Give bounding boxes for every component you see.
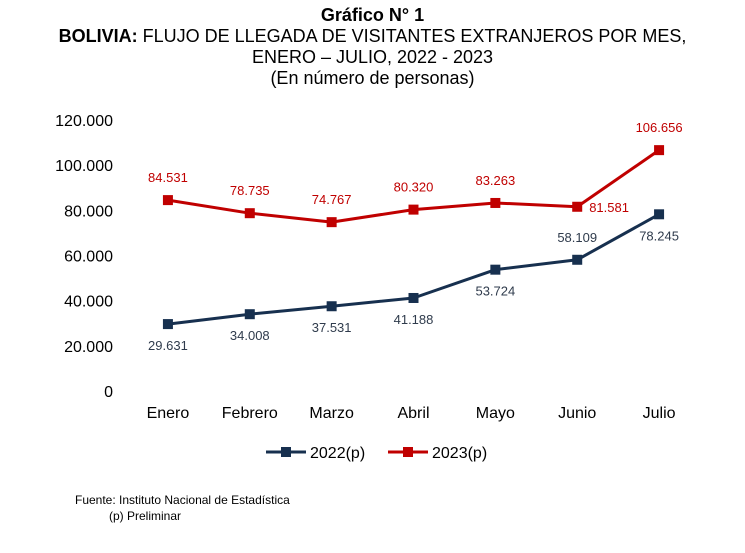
x-tick-label: Abril <box>397 405 429 422</box>
chart-titles: Gráfico N° 1 BOLIVIA: FLUJO DE LLEGADA D… <box>0 4 745 89</box>
legend-swatch-marker <box>403 447 413 457</box>
data-label: 74.767 <box>312 192 352 207</box>
data-point-marker <box>408 204 419 215</box>
data-label: 80.320 <box>394 180 434 195</box>
y-tick-label: 40.000 <box>64 294 113 311</box>
data-point-marker <box>244 208 255 219</box>
preliminary-note: (p) Preliminar <box>109 509 182 523</box>
x-tick-label: Julio <box>643 405 676 422</box>
data-point-marker <box>490 264 501 275</box>
x-axis: Enero Febrero Marzo Abril Mayo Junio Julio <box>147 405 676 422</box>
data-label: 78.735 <box>230 183 270 198</box>
y-tick-label: 0 <box>104 384 113 401</box>
x-tick-label: Febrero <box>222 405 278 422</box>
data-point-marker <box>326 217 337 228</box>
source-text: Fuente: Instituto Nacional de Estadístic… <box>75 493 290 507</box>
chart-number: Gráfico N° 1 <box>320 5 425 25</box>
data-label: 53.724 <box>475 284 515 299</box>
data-point-marker <box>408 292 419 303</box>
data-point-marker <box>490 197 501 208</box>
data-label: 81.581 <box>589 200 629 215</box>
y-tick-label: 120.000 <box>55 113 113 130</box>
title-subject: FLUJO DE LLEGADA DE VISITANTES EXTRANJER… <box>142 26 687 46</box>
chart-title: BOLIVIA: FLUJO DE LLEGADA DE VISITANTES … <box>0 26 745 47</box>
data-point-marker <box>326 301 337 312</box>
data-point-marker <box>162 195 173 206</box>
legend: 2022(p) 2023(p) <box>266 445 487 462</box>
source-note: Fuente: Instituto Nacional de Estadístic… <box>75 492 290 524</box>
chart-units: (En número de personas) <box>270 68 475 88</box>
data-point-marker <box>162 319 173 330</box>
y-tick-label: 60.000 <box>64 249 113 266</box>
x-tick-label: Junio <box>558 405 596 422</box>
data-point-marker <box>572 201 583 212</box>
data-label: 41.188 <box>394 312 434 327</box>
y-tick-label: 100.000 <box>55 158 113 175</box>
data-label: 78.245 <box>639 228 679 243</box>
x-tick-label: Marzo <box>309 405 354 422</box>
y-axis: 0 20.000 40.000 60.000 80.000 100.000 120.000 <box>55 113 113 401</box>
data-point-marker <box>654 145 665 156</box>
data-label: 106.656 <box>636 120 683 135</box>
data-point-marker <box>244 309 255 320</box>
legend-swatch-marker <box>281 447 291 457</box>
data-point-marker <box>572 254 583 265</box>
data-label: 37.531 <box>312 320 352 335</box>
data-label: 83.263 <box>475 173 515 188</box>
legend-label: 2023(p) <box>432 445 487 462</box>
data-label: 84.531 <box>148 170 188 185</box>
data-point-marker <box>654 209 665 220</box>
x-tick-label: Mayo <box>476 405 515 422</box>
data-label: 29.631 <box>148 338 188 353</box>
x-tick-label: Enero <box>147 405 190 422</box>
y-tick-label: 80.000 <box>64 203 113 220</box>
y-tick-label: 20.000 <box>64 339 113 356</box>
series-group <box>162 145 665 330</box>
data-labels: 29.631 34.008 37.531 41.188 53.724 58.109 78.2… <box>148 120 683 353</box>
data-label: 58.109 <box>557 230 597 245</box>
title-country: BOLIVIA: <box>58 26 138 46</box>
data-label: 34.008 <box>230 328 270 343</box>
legend-label: 2022(p) <box>310 445 365 462</box>
chart-period: ENERO – JULIO, 2022 - 2023 <box>251 47 494 67</box>
